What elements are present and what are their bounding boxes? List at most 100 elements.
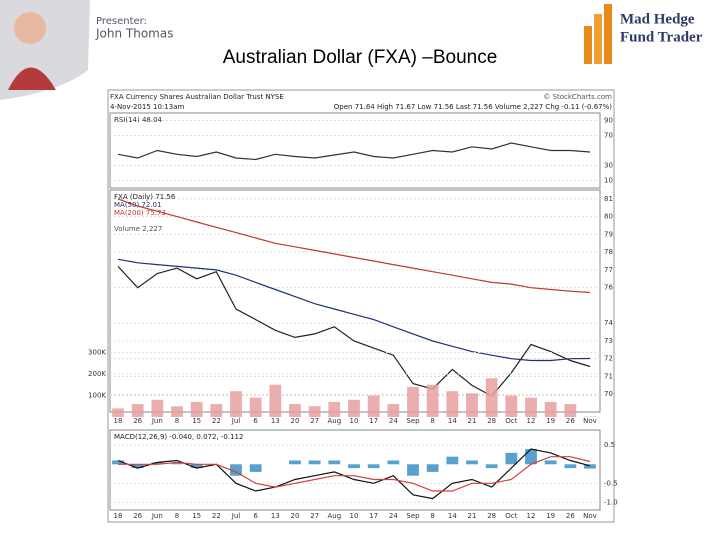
- bar: [427, 464, 439, 472]
- x-tick-label: 17: [369, 512, 378, 520]
- y-tick-label: 0.5: [604, 441, 615, 449]
- bar: [427, 385, 439, 417]
- logo-bar: [604, 4, 612, 64]
- bar: [328, 402, 340, 417]
- x-tick-label: Jul: [231, 512, 241, 520]
- x-tick-label: 26: [566, 417, 575, 425]
- presenter-photo: [14, 12, 46, 44]
- presenter-label: Presenter:: [96, 16, 147, 27]
- x-tick-label: Sep: [406, 417, 420, 425]
- bar: [289, 404, 301, 417]
- legend-entry: MA(200) 75.73: [114, 209, 166, 217]
- y-tick-label: 300K: [88, 349, 106, 357]
- bar: [486, 378, 498, 417]
- bar: [545, 402, 557, 417]
- y-tick-label: 73: [604, 337, 613, 345]
- x-tick-label: 27: [310, 417, 319, 425]
- y-tick-label: 30: [604, 162, 613, 170]
- x-tick-label: 12: [527, 512, 536, 520]
- x-tick-label: Oct: [505, 417, 517, 425]
- bar: [564, 464, 576, 468]
- x-tick-label: 14: [448, 512, 457, 520]
- bar: [132, 404, 144, 417]
- x-tick-label: 21: [468, 512, 477, 520]
- x-tick-label: 6: [253, 512, 258, 520]
- x-tick-label: 24: [389, 512, 398, 520]
- logo-bar: [584, 26, 592, 64]
- bar: [250, 464, 262, 472]
- y-tick-label: 80: [604, 213, 613, 221]
- y-tick-label: 70: [604, 132, 613, 140]
- x-tick-label: Aug: [327, 512, 341, 520]
- bar: [525, 398, 537, 417]
- bar: [151, 400, 163, 417]
- x-tick-label: 8: [430, 417, 434, 425]
- bar: [269, 385, 281, 417]
- x-tick-label: 26: [566, 512, 575, 520]
- bar: [368, 464, 380, 468]
- x-tick-label: 18: [114, 417, 123, 425]
- bar: [407, 387, 419, 417]
- y-tick-label: 79: [604, 230, 613, 238]
- y-tick-label: 100K: [88, 392, 106, 400]
- bar: [250, 398, 262, 417]
- x-tick-label: Oct: [505, 512, 517, 520]
- bar: [348, 400, 360, 417]
- bar: [387, 460, 399, 464]
- x-tick-label: 10: [350, 417, 359, 425]
- bar: [289, 460, 301, 464]
- x-tick-label: 12: [527, 417, 536, 425]
- x-tick-label: 8: [430, 512, 434, 520]
- y-tick-label: -0.5: [604, 479, 618, 487]
- legend-entry: MA(50) 72.01: [114, 201, 161, 209]
- x-tick-label: 8: [175, 417, 179, 425]
- bar: [309, 460, 321, 464]
- x-tick-label: Aug: [327, 417, 341, 425]
- x-tick-label: 20: [291, 512, 300, 520]
- bar: [191, 402, 203, 417]
- x-tick-label: 19: [546, 417, 555, 425]
- slide-title: Australian Dollar (FXA) –Bounce: [223, 47, 498, 68]
- x-tick-label: 26: [133, 417, 142, 425]
- bar: [348, 464, 360, 468]
- x-tick-label: Jun: [151, 512, 163, 520]
- bar: [387, 404, 399, 417]
- x-tick-label: Jul: [231, 417, 241, 425]
- legend-entry: FXA (Daily) 71.56: [114, 193, 176, 201]
- bar: [407, 464, 419, 475]
- symbol-line: FXA Currency Shares Australian Dollar Tr…: [110, 93, 284, 101]
- x-tick-label: Nov: [583, 417, 597, 425]
- x-tick-label: Nov: [583, 512, 597, 520]
- panel-title: MACD(12,26,9) -0.040, 0.072, -0.112: [114, 433, 243, 441]
- quote: Open 71.64 High 71.67 Low 71.56 Last 71.…: [334, 103, 612, 111]
- x-tick-label: 27: [310, 512, 319, 520]
- x-tick-label: 13: [271, 512, 280, 520]
- bar: [564, 404, 576, 417]
- bar: [505, 453, 517, 464]
- legend-entry: Volume 2,227: [114, 225, 162, 233]
- x-tick-label: 28: [487, 512, 496, 520]
- x-tick-label: 22: [212, 512, 221, 520]
- bar: [446, 391, 458, 417]
- bar: [545, 460, 557, 464]
- x-tick-label: 15: [192, 417, 201, 425]
- x-tick-label: 18: [114, 512, 123, 520]
- x-tick-label: 24: [389, 417, 398, 425]
- bar: [368, 396, 380, 418]
- y-tick-label: 78: [604, 248, 613, 256]
- y-tick-label: 70: [604, 390, 613, 398]
- bar: [505, 396, 517, 418]
- logo-text: Fund Trader: [620, 29, 703, 45]
- x-tick-label: 15: [192, 512, 201, 520]
- x-tick-label: 13: [271, 417, 280, 425]
- y-tick-label: 81: [604, 195, 613, 203]
- legend-entry: RSI(14) 48.04: [114, 116, 163, 124]
- bar: [466, 393, 478, 417]
- x-tick-label: 6: [253, 417, 258, 425]
- x-tick-label: 14: [448, 417, 457, 425]
- date: 4-Nov-2015 10:13am: [110, 103, 184, 111]
- x-tick-label: 8: [175, 512, 179, 520]
- x-tick-label: 26: [133, 512, 142, 520]
